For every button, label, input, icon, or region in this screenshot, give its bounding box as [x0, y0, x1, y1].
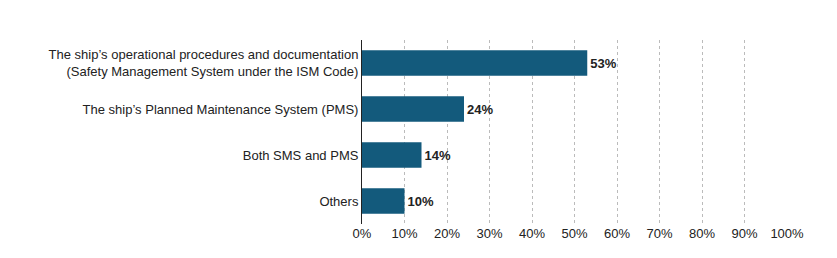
svg-text:30%: 30%: [476, 226, 502, 241]
svg-text:80%: 80%: [689, 226, 715, 241]
svg-text:20%: 20%: [434, 226, 460, 241]
svg-text:10%: 10%: [408, 194, 434, 209]
svg-text:Both SMS and PMS: Both SMS and PMS: [243, 148, 359, 163]
svg-text:70%: 70%: [646, 226, 672, 241]
svg-text:60%: 60%: [604, 226, 630, 241]
svg-text:The ship’s operational procedu: The ship’s operational procedures and do…: [49, 47, 359, 79]
svg-text:24%: 24%: [467, 102, 493, 117]
svg-text:0%: 0%: [353, 226, 372, 241]
svg-text:Others: Others: [319, 194, 359, 209]
svg-text:90%: 90%: [731, 226, 757, 241]
svg-text:100%: 100%: [770, 226, 804, 241]
svg-text:10%: 10%: [391, 226, 417, 241]
svg-text:The ship’s Planned Maintenance: The ship’s Planned Maintenance System (P…: [83, 102, 359, 117]
svg-text:14%: 14%: [425, 148, 451, 163]
svg-text:53%: 53%: [590, 56, 616, 71]
svg-text:40%: 40%: [519, 226, 545, 241]
svg-text:50%: 50%: [561, 226, 587, 241]
